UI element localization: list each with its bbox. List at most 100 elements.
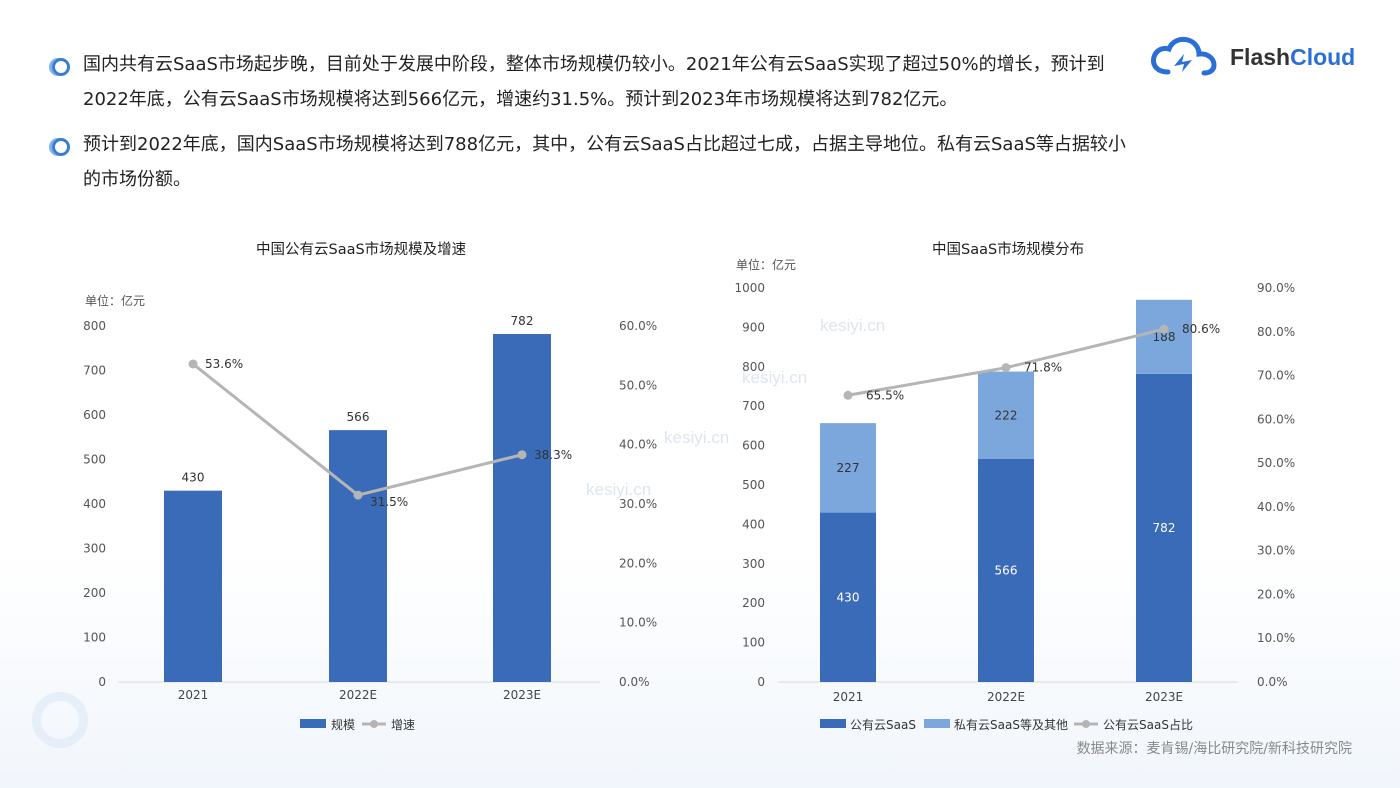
y-tick-label: 100: [742, 636, 765, 650]
y-tick-label: 400: [83, 497, 106, 511]
bullet-item-1: 国内共有云SaaS市场起步晚，目前处于发展中阶段，整体市场规模仍较小。2021年…: [52, 54, 1143, 117]
line-point: [353, 490, 363, 500]
x-tick-label: 2022E: [987, 690, 1025, 704]
legend-label: 私有云SaaS等及其他: [954, 718, 1068, 732]
bar: [493, 334, 551, 682]
bar-data-label: 222: [995, 408, 1018, 422]
line-data-label: 80.6%: [1182, 322, 1220, 336]
legend-label: 公有云SaaS: [850, 718, 916, 732]
line-point: [188, 359, 198, 369]
legend-label: 规模: [331, 717, 355, 732]
chart1-title: 中国公有云SaaS市场规模及增速: [256, 242, 467, 258]
bar-data-label: 227: [837, 461, 860, 475]
x-tick-label: 2021: [178, 688, 209, 702]
bar-data-label: 566: [347, 410, 370, 424]
chart1-unit: 单位：亿元: [85, 294, 146, 308]
y-tick-label: 200: [742, 596, 765, 610]
y-tick-label: 700: [83, 364, 106, 378]
y-tick-label: 300: [83, 542, 106, 556]
bar-public: [978, 458, 1034, 682]
y2-tick-label: 0.0%: [1257, 675, 1288, 689]
line-data-label: 71.8%: [1024, 361, 1062, 375]
bar-public: [820, 512, 876, 682]
y-tick-label: 1000: [734, 281, 765, 295]
bar-data-label: 566: [995, 563, 1018, 577]
bar-data-label: 188: [1153, 330, 1176, 344]
legend-label: 增速: [391, 718, 415, 732]
y2-tick-label: 20.0%: [619, 556, 657, 570]
y2-tick-label: 20.0%: [1257, 587, 1295, 601]
bar-private: [1136, 299, 1192, 374]
bar-data-label: 430: [182, 471, 205, 485]
y2-tick-label: 70.0%: [1257, 369, 1295, 383]
y2-tick-label: 90.0%: [1257, 281, 1295, 295]
y2-tick-label: 30.0%: [619, 497, 657, 511]
bar-private: [978, 371, 1034, 459]
watermark-text: kesiyi.cn: [742, 368, 808, 387]
x-tick-label: 2021: [833, 690, 864, 704]
line-data-label: 65.5%: [866, 388, 904, 402]
y-tick-label: 0: [98, 675, 106, 689]
x-tick-label: 2023E: [503, 688, 541, 702]
x-tick-label: 2023E: [1145, 690, 1183, 704]
line-point: [1001, 363, 1011, 373]
y2-tick-label: 60.0%: [619, 319, 657, 333]
legend-swatch-bar: [300, 719, 326, 728]
line-data-label: 31.5%: [370, 495, 408, 509]
line-point: [517, 450, 527, 460]
y2-tick-label: 30.0%: [1257, 544, 1295, 558]
y-tick-label: 800: [742, 360, 765, 374]
chart2-title: 中国SaaS市场规模分布: [932, 242, 1085, 258]
chart2-unit: 单位：亿元: [736, 258, 797, 272]
watermark-text: kesiyi.cn: [820, 316, 886, 335]
bar-data-label: 782: [511, 314, 534, 328]
bullet-text-2: 预计到2022年底，国内SaaS市场规模将达到788亿元，其中，公有云SaaS占…: [83, 134, 1126, 190]
y-tick-label: 0: [757, 675, 765, 689]
y-tick-label: 100: [83, 631, 106, 645]
bar-data-label: 782: [1153, 521, 1176, 535]
bar-public: [1136, 373, 1192, 682]
y2-tick-label: 40.0%: [619, 438, 657, 452]
data-source-note: 数据来源：麦肯锡/海比研究院/新科技研究院: [1076, 741, 1352, 757]
legend-swatch-dot: [370, 720, 378, 728]
bullet-text-1: 国内共有云SaaS市场起步晚，目前处于发展中阶段，整体市场规模仍较小。2021年…: [83, 54, 1105, 110]
bar-private: [820, 423, 876, 513]
y2-tick-label: 50.0%: [1257, 456, 1295, 470]
y-tick-label: 400: [742, 517, 765, 531]
y-tick-label: 200: [83, 586, 106, 600]
line-point: [1159, 324, 1169, 334]
circle-bullet-icon: [52, 58, 70, 76]
flashcloud-logo: FlashCloud: [1150, 36, 1355, 78]
y-tick-label: 600: [83, 408, 106, 422]
cloud-logo-icon: [1151, 36, 1217, 76]
y2-tick-label: 60.0%: [1257, 412, 1295, 426]
legend-label: 公有云SaaS占比: [1103, 717, 1193, 732]
legend-swatch-bar: [924, 719, 950, 728]
y-tick-label: 800: [83, 319, 106, 333]
y-tick-label: 900: [742, 320, 765, 334]
legend-swatch-bar: [820, 719, 846, 728]
circle-bullet-icon: [52, 138, 70, 156]
y-tick-label: 300: [742, 557, 765, 571]
y2-tick-label: 50.0%: [619, 378, 657, 392]
y-tick-label: 500: [83, 453, 106, 467]
y-tick-label: 600: [742, 439, 765, 453]
x-tick-label: 2022E: [339, 688, 377, 702]
y2-tick-label: 10.0%: [1257, 631, 1295, 645]
bar: [329, 430, 387, 682]
y2-tick-label: 0.0%: [619, 675, 650, 689]
line-data-label: 53.6%: [205, 357, 243, 371]
bar: [164, 490, 222, 682]
y2-tick-label: 80.0%: [1257, 325, 1295, 339]
y-tick-label: 700: [742, 399, 765, 413]
bar-data-label: 430: [837, 590, 860, 604]
watermark-text: kesiyi.cn: [586, 480, 652, 499]
decorative-ring: [32, 692, 88, 748]
y2-tick-label: 10.0%: [619, 616, 657, 630]
line-point: [843, 390, 853, 400]
logo-wordmark: FlashCloud: [1230, 43, 1356, 70]
y-tick-label: 500: [742, 478, 765, 492]
watermark-text: kesiyi.cn: [664, 428, 730, 447]
chart1-svg: 0 100 200 300 400 500 600 700 800 0.0% 10.0% 20.0% 3…: [83, 314, 657, 732]
y2-tick-label: 40.0%: [1257, 500, 1295, 514]
